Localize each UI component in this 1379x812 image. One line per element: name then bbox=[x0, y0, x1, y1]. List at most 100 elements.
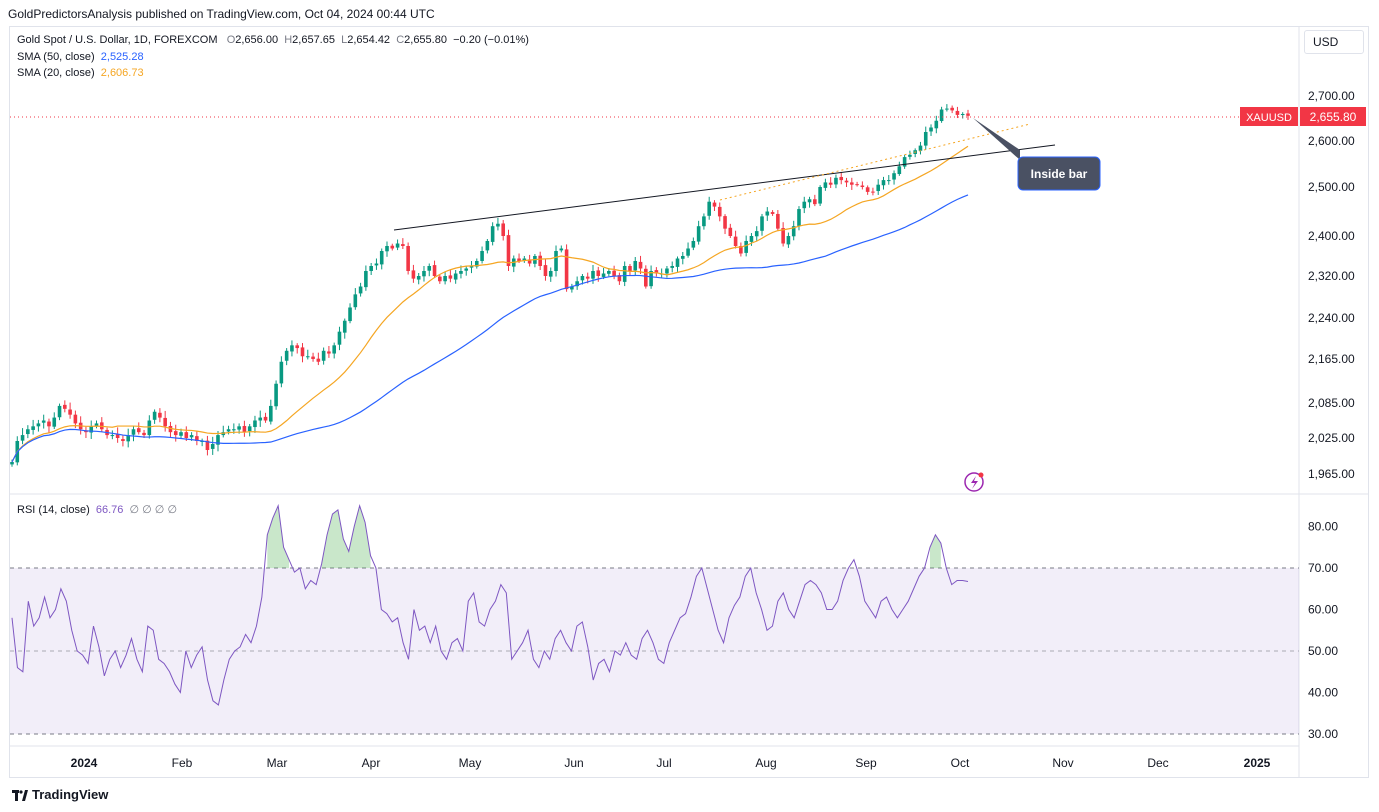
rsi-overbought-fill bbox=[929, 534, 941, 568]
candle-body bbox=[628, 266, 632, 271]
candle-body bbox=[369, 266, 373, 271]
time-axis: 2024 Feb Mar Apr May Jun Jul Aug Sep Oct Nov Dec 202… bbox=[71, 756, 1271, 770]
candle-body bbox=[490, 226, 495, 242]
candle-body bbox=[253, 420, 257, 428]
candle-body bbox=[374, 263, 379, 266]
sma20-label: SMA (20, close) bbox=[17, 67, 95, 79]
candle-body bbox=[696, 226, 701, 242]
sma20-line bbox=[11, 145, 969, 463]
chart-frame[interactable] bbox=[9, 26, 1369, 778]
candle-body bbox=[179, 432, 183, 436]
candle-body bbox=[121, 439, 125, 441]
candle-body bbox=[517, 258, 521, 261]
price-tick-label: 1,965.00 bbox=[1308, 467, 1355, 481]
candle-body bbox=[554, 251, 558, 271]
candle-body bbox=[284, 350, 289, 361]
candle-body bbox=[41, 420, 46, 423]
candle-body bbox=[173, 431, 178, 436]
candle-body bbox=[844, 180, 849, 183]
candle-body bbox=[189, 435, 194, 438]
candle-body bbox=[744, 241, 748, 253]
candle-body bbox=[739, 246, 743, 254]
candle-body bbox=[411, 270, 416, 279]
candle-body bbox=[358, 286, 363, 294]
candle-body bbox=[760, 216, 764, 231]
ohlc-h-label: H bbox=[284, 34, 293, 46]
candle-body bbox=[31, 426, 35, 430]
candle-body bbox=[506, 235, 511, 266]
symbol-legend[interactable]: Gold Spot / U.S. Dollar, 1D, FOREXCOM O2… bbox=[17, 34, 529, 46]
candle-body bbox=[955, 110, 960, 115]
candle-body bbox=[633, 261, 638, 271]
sma50-legend[interactable]: SMA (50, close) 2,525.28 bbox=[17, 51, 144, 63]
symbol-tag-text: XAUUSD bbox=[1246, 112, 1292, 124]
currency-button[interactable]: USD bbox=[1304, 30, 1364, 54]
tradingview-footer[interactable]: TradingView bbox=[12, 787, 108, 802]
candle-body bbox=[585, 276, 590, 279]
candle-body bbox=[501, 223, 506, 236]
callout-pointer bbox=[973, 118, 1020, 160]
candle-body bbox=[770, 212, 775, 214]
candle-body bbox=[438, 276, 442, 282]
candle-body bbox=[480, 251, 484, 261]
sma20-legend[interactable]: SMA (20, close) 2,606.73 bbox=[17, 67, 144, 79]
candle-body bbox=[548, 271, 553, 277]
price-tick-label: 2,320.00 bbox=[1308, 269, 1355, 283]
candle-body bbox=[89, 426, 94, 433]
candle-body bbox=[865, 187, 870, 192]
rsi-legend[interactable]: RSI (14, close) 66.76 ∅ ∅ ∅ ∅ bbox=[17, 503, 177, 516]
candle-body bbox=[353, 294, 358, 308]
candle-body bbox=[448, 275, 453, 279]
candle-body bbox=[163, 417, 167, 427]
candle-body bbox=[717, 206, 722, 217]
candle-body bbox=[675, 258, 680, 267]
tradingview-logo-icon bbox=[12, 789, 28, 801]
ohlc-l-value: 2,654.42 bbox=[347, 34, 391, 46]
candle-body bbox=[427, 266, 432, 271]
candle-body bbox=[654, 270, 659, 274]
candle-body bbox=[242, 425, 247, 433]
candle-body bbox=[263, 416, 268, 421]
candle-body bbox=[638, 261, 643, 269]
symbol-name: Gold Spot / U.S. Dollar, 1D, FOREXCOM bbox=[17, 34, 218, 46]
candle-body bbox=[781, 228, 785, 244]
price-axis: 2,700.00 2,600.00 2,500.00 2,400.00 2,320.00… bbox=[1308, 89, 1355, 481]
candle-body bbox=[649, 271, 653, 287]
candle-body bbox=[543, 265, 548, 276]
candle-body bbox=[131, 429, 136, 435]
last-price-tag bbox=[1300, 107, 1366, 126]
ohlc-c-label: C bbox=[396, 34, 405, 46]
time-tick-label: Dec bbox=[1147, 756, 1168, 770]
candle-body bbox=[754, 231, 759, 237]
time-tick-label: Sep bbox=[855, 756, 877, 770]
candle-body bbox=[749, 236, 754, 242]
candle-body bbox=[195, 436, 199, 441]
candle-body bbox=[57, 405, 62, 418]
candle-body bbox=[881, 180, 886, 186]
candle-body bbox=[311, 356, 315, 359]
candle-body bbox=[575, 281, 579, 287]
candle-body bbox=[945, 108, 949, 110]
alert-lightning-icon[interactable] bbox=[964, 472, 984, 492]
time-tick-label: Nov bbox=[1052, 756, 1073, 770]
candle-body bbox=[538, 255, 542, 266]
candle-body bbox=[902, 157, 907, 167]
time-tick-label: Oct bbox=[951, 756, 970, 770]
candle-body bbox=[305, 356, 310, 358]
sma50-line bbox=[11, 194, 969, 463]
candle-body bbox=[47, 421, 51, 427]
candle-body bbox=[295, 345, 300, 349]
candle-body bbox=[665, 268, 669, 274]
footer-brand: TradingView bbox=[32, 787, 109, 802]
candle-body bbox=[622, 266, 627, 282]
candle-body bbox=[321, 350, 326, 361]
candle-body bbox=[950, 107, 954, 111]
candle-body bbox=[680, 256, 685, 259]
ohlc-h-value: 2,657.65 bbox=[292, 34, 335, 46]
price-tick-label: 2,025.00 bbox=[1308, 431, 1355, 445]
candle-body bbox=[702, 216, 706, 227]
candle-body bbox=[20, 435, 25, 441]
time-tick-label: Jul bbox=[656, 756, 671, 770]
candle-body bbox=[960, 114, 965, 115]
